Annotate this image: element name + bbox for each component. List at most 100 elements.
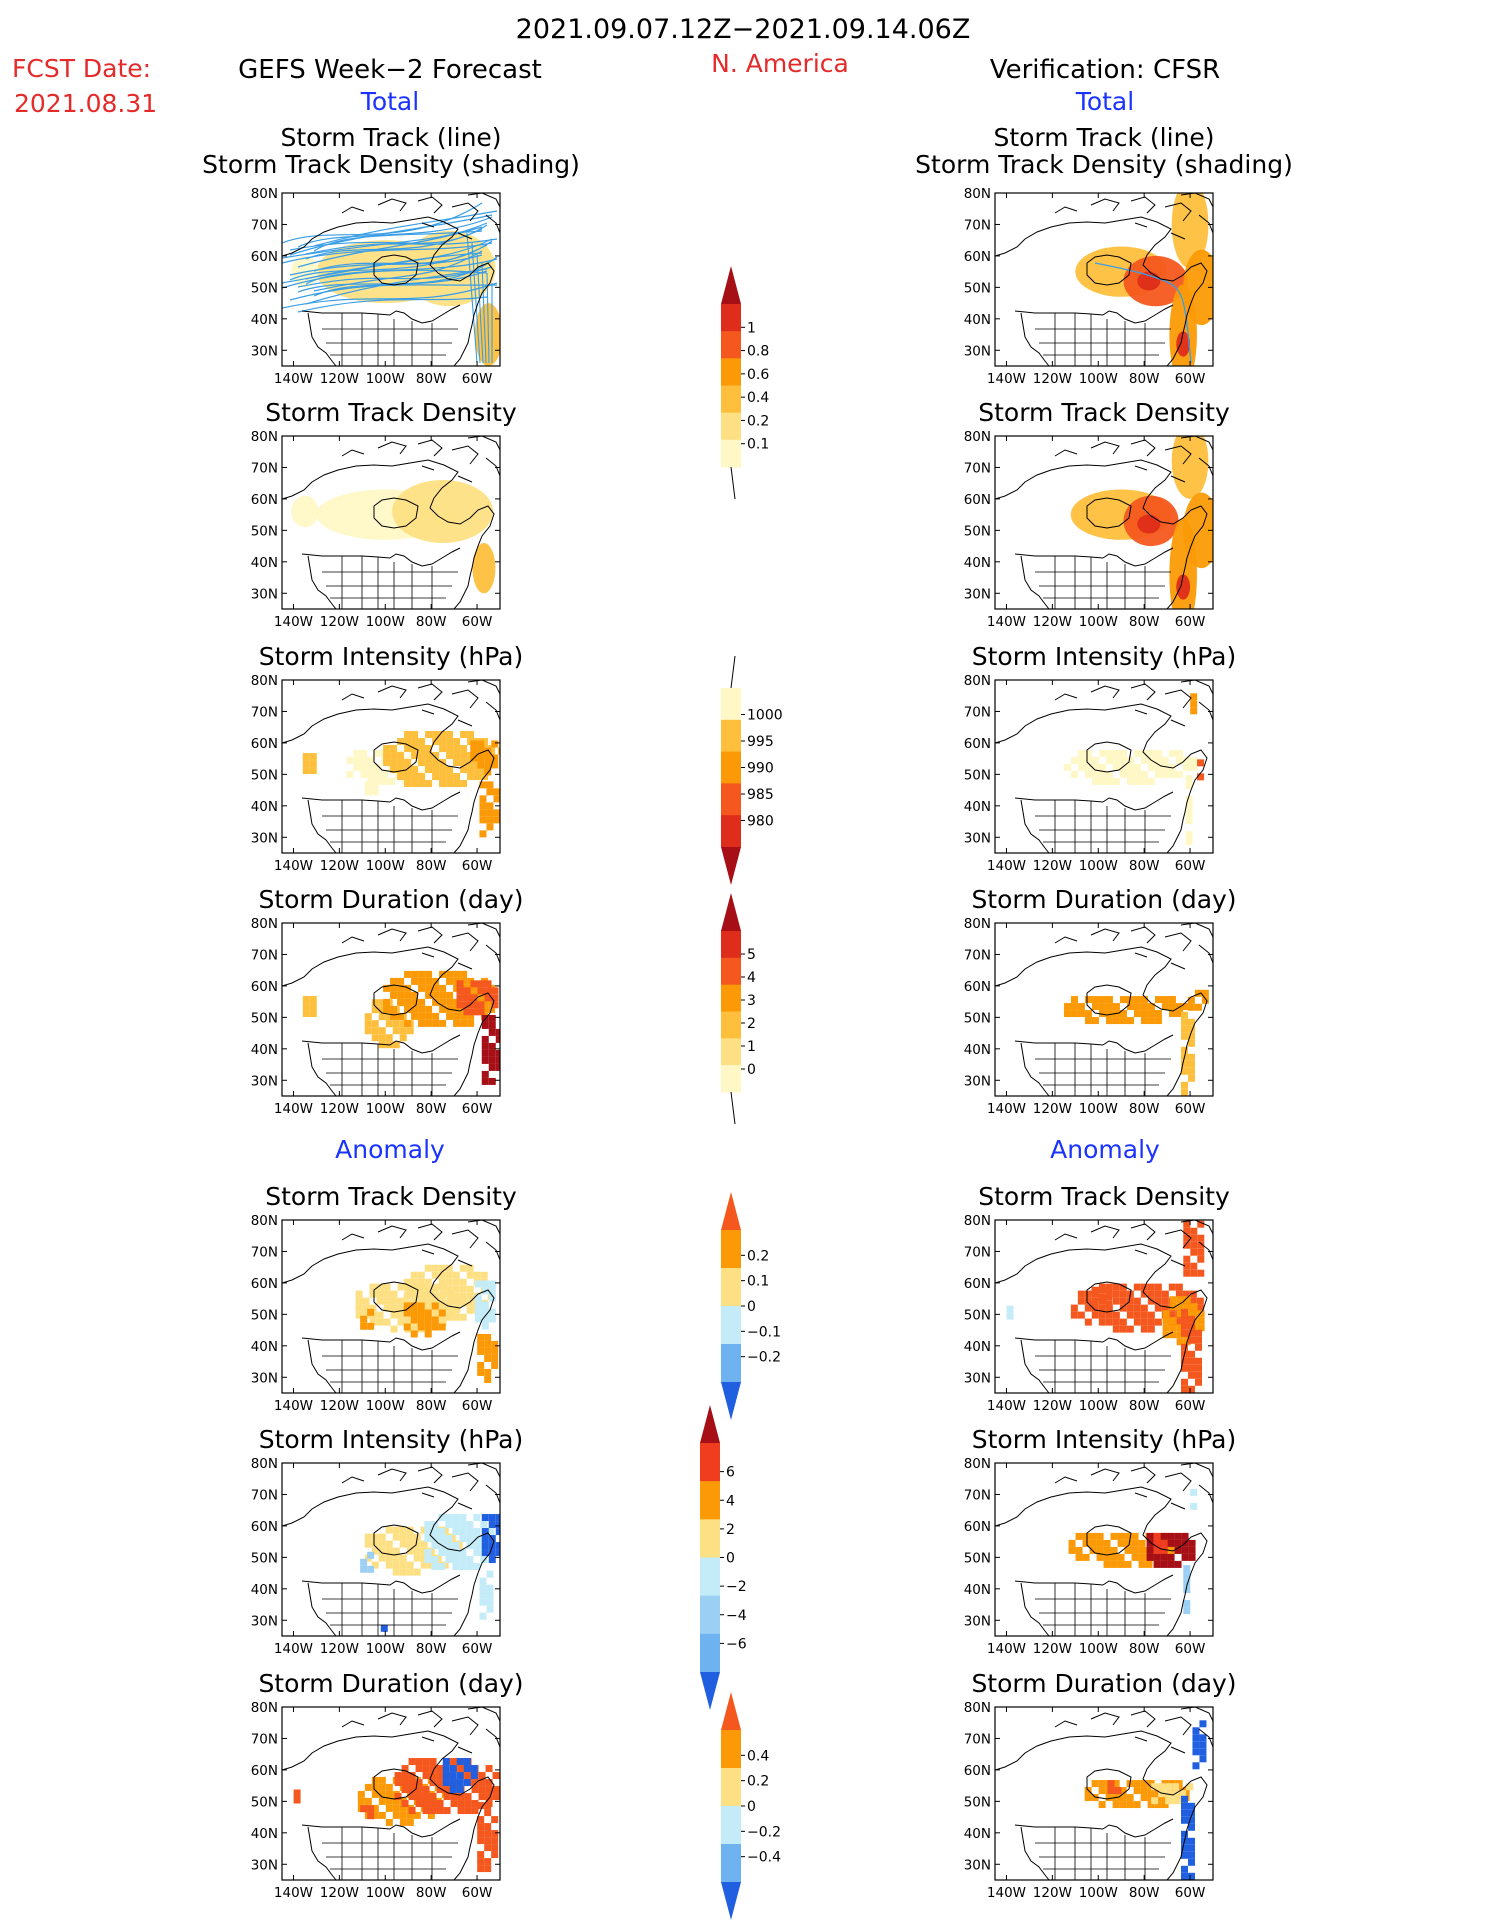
grid-cell <box>404 991 412 999</box>
grid-cell <box>360 756 368 764</box>
grid-cell <box>484 1844 492 1852</box>
grid-cell <box>443 1786 451 1794</box>
grid-cell <box>438 1563 446 1571</box>
grid-cell <box>406 1540 414 1548</box>
lat-tick-label: 60N <box>964 1519 991 1535</box>
grid-cell <box>1082 1553 1090 1561</box>
colorbar-label: 995 <box>747 734 774 750</box>
grid-cell <box>353 756 361 764</box>
forecast-map-frame-4 <box>281 1219 501 1394</box>
grid-cell <box>1161 756 1169 764</box>
grid-cell <box>410 1302 418 1310</box>
forecast-map-panel-1 <box>282 436 500 609</box>
grid-cell <box>1147 749 1155 757</box>
grid-cell <box>453 738 461 746</box>
grid-cell <box>1063 763 1071 771</box>
grid-cell <box>383 1304 391 1312</box>
grid-cell <box>445 1264 453 1272</box>
grid-cell <box>399 1533 407 1541</box>
grid-cell <box>1187 1315 1195 1323</box>
grid-cell <box>1161 1297 1169 1305</box>
lat-tick-label: 80N <box>251 1456 278 1472</box>
lat-tick-label: 50N <box>251 523 278 539</box>
grid-cell <box>378 1797 386 1805</box>
grid-cell <box>449 1779 457 1787</box>
grid-cell <box>418 752 426 760</box>
lat-tick-label: 30N <box>964 1370 991 1386</box>
grid-cell <box>355 1304 363 1312</box>
grid-cell <box>424 1316 432 1324</box>
grid-cell <box>439 738 447 746</box>
grid-cell <box>1187 1018 1195 1026</box>
lat-tick-label: 50N <box>251 1307 278 1323</box>
lat-tick-label: 70N <box>251 1487 278 1503</box>
grid-cell <box>1160 1539 1168 1547</box>
grid-cell <box>1075 1553 1083 1561</box>
grid-cell <box>404 780 412 788</box>
forecast-map-panel-0 <box>282 193 500 366</box>
grid-cell <box>415 1765 423 1773</box>
grid-cell <box>487 1528 495 1536</box>
lon-tick-label: 100W <box>366 1398 405 1414</box>
grid-cell <box>486 802 494 810</box>
grid-cell <box>392 1027 400 1035</box>
verification-map-frame-1 <box>994 435 1214 610</box>
grid-cell <box>424 1330 432 1338</box>
grid-cell <box>353 763 361 771</box>
grid-cell <box>491 1361 499 1369</box>
grid-cell <box>470 747 478 755</box>
grid-cell <box>1197 1234 1205 1242</box>
grid-cell <box>1197 1248 1205 1256</box>
grid-cell <box>477 1333 485 1341</box>
lat-tick-label: 80N <box>964 429 991 445</box>
grid-cell <box>1147 1297 1155 1305</box>
colorbar-tip <box>700 1672 720 1710</box>
grid-cell <box>1077 756 1085 764</box>
grid-cell <box>1082 1532 1090 1540</box>
grid-cell <box>491 754 499 762</box>
grid-cell <box>1161 996 1169 1004</box>
forecast-column-title: GEFS Week−2 Forecast <box>238 55 542 85</box>
grid-cell <box>463 1779 471 1787</box>
verification-duration-title-3: Storm Duration (day) <box>971 885 1236 914</box>
grid-cell <box>459 1556 467 1564</box>
lat-tick-label: 40N <box>964 1042 991 1058</box>
grid-cell <box>371 1561 379 1569</box>
density-shading <box>1176 331 1191 357</box>
lat-tick-label: 40N <box>251 555 278 571</box>
lon-tick-label: 120W <box>320 858 359 874</box>
grid-cell <box>439 731 447 739</box>
grid-cell <box>1084 1290 1092 1298</box>
grid-cell <box>431 1556 439 1564</box>
grid-cell <box>1077 1311 1085 1319</box>
grid-cell <box>1199 1748 1207 1756</box>
lon-tick-label: 100W <box>1079 614 1118 630</box>
grid-cell <box>1174 1546 1182 1554</box>
grid-cell <box>302 996 310 1004</box>
grid-cell <box>486 1591 494 1599</box>
grid-cell <box>1082 1539 1090 1547</box>
grid-cell <box>397 998 405 1006</box>
grid-cell <box>431 1292 439 1300</box>
lon-tick-label: 140W <box>274 614 313 630</box>
grid-cell <box>408 1786 416 1794</box>
forecast-map-frame-0 <box>281 192 501 367</box>
grid-cell <box>1180 1378 1188 1386</box>
grid-cell <box>477 740 485 748</box>
colorbar-segment <box>721 1065 741 1093</box>
grid-cell <box>463 987 471 995</box>
grid-cell <box>493 788 500 796</box>
grid-cell <box>493 795 500 803</box>
grid-cell <box>425 745 433 753</box>
grid-cell <box>481 738 489 746</box>
grid-cell <box>463 1008 471 1016</box>
grid-cell <box>495 1028 500 1036</box>
grid-cell <box>403 1309 411 1317</box>
grid-cell <box>1077 1010 1085 1018</box>
colorbar-density_total: 1 0.8 0.6 0.4 0.2 0.1 <box>721 266 769 500</box>
grid-cell <box>1084 756 1092 764</box>
grid-cell <box>457 1793 465 1801</box>
grid-cell <box>1187 1837 1195 1845</box>
grid-cell <box>467 773 475 781</box>
lon-tick-label: 80W <box>416 1641 447 1657</box>
